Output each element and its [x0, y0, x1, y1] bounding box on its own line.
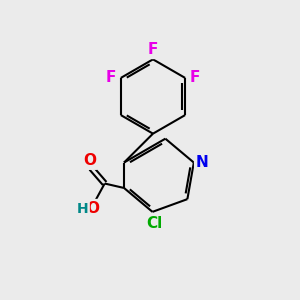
Text: O: O — [86, 201, 99, 216]
Text: F: F — [106, 70, 116, 86]
Text: F: F — [148, 42, 158, 57]
Text: F: F — [190, 70, 200, 86]
Text: Cl: Cl — [146, 216, 162, 231]
Text: O: O — [83, 153, 96, 168]
Text: N: N — [196, 155, 208, 170]
Text: H: H — [76, 202, 88, 216]
